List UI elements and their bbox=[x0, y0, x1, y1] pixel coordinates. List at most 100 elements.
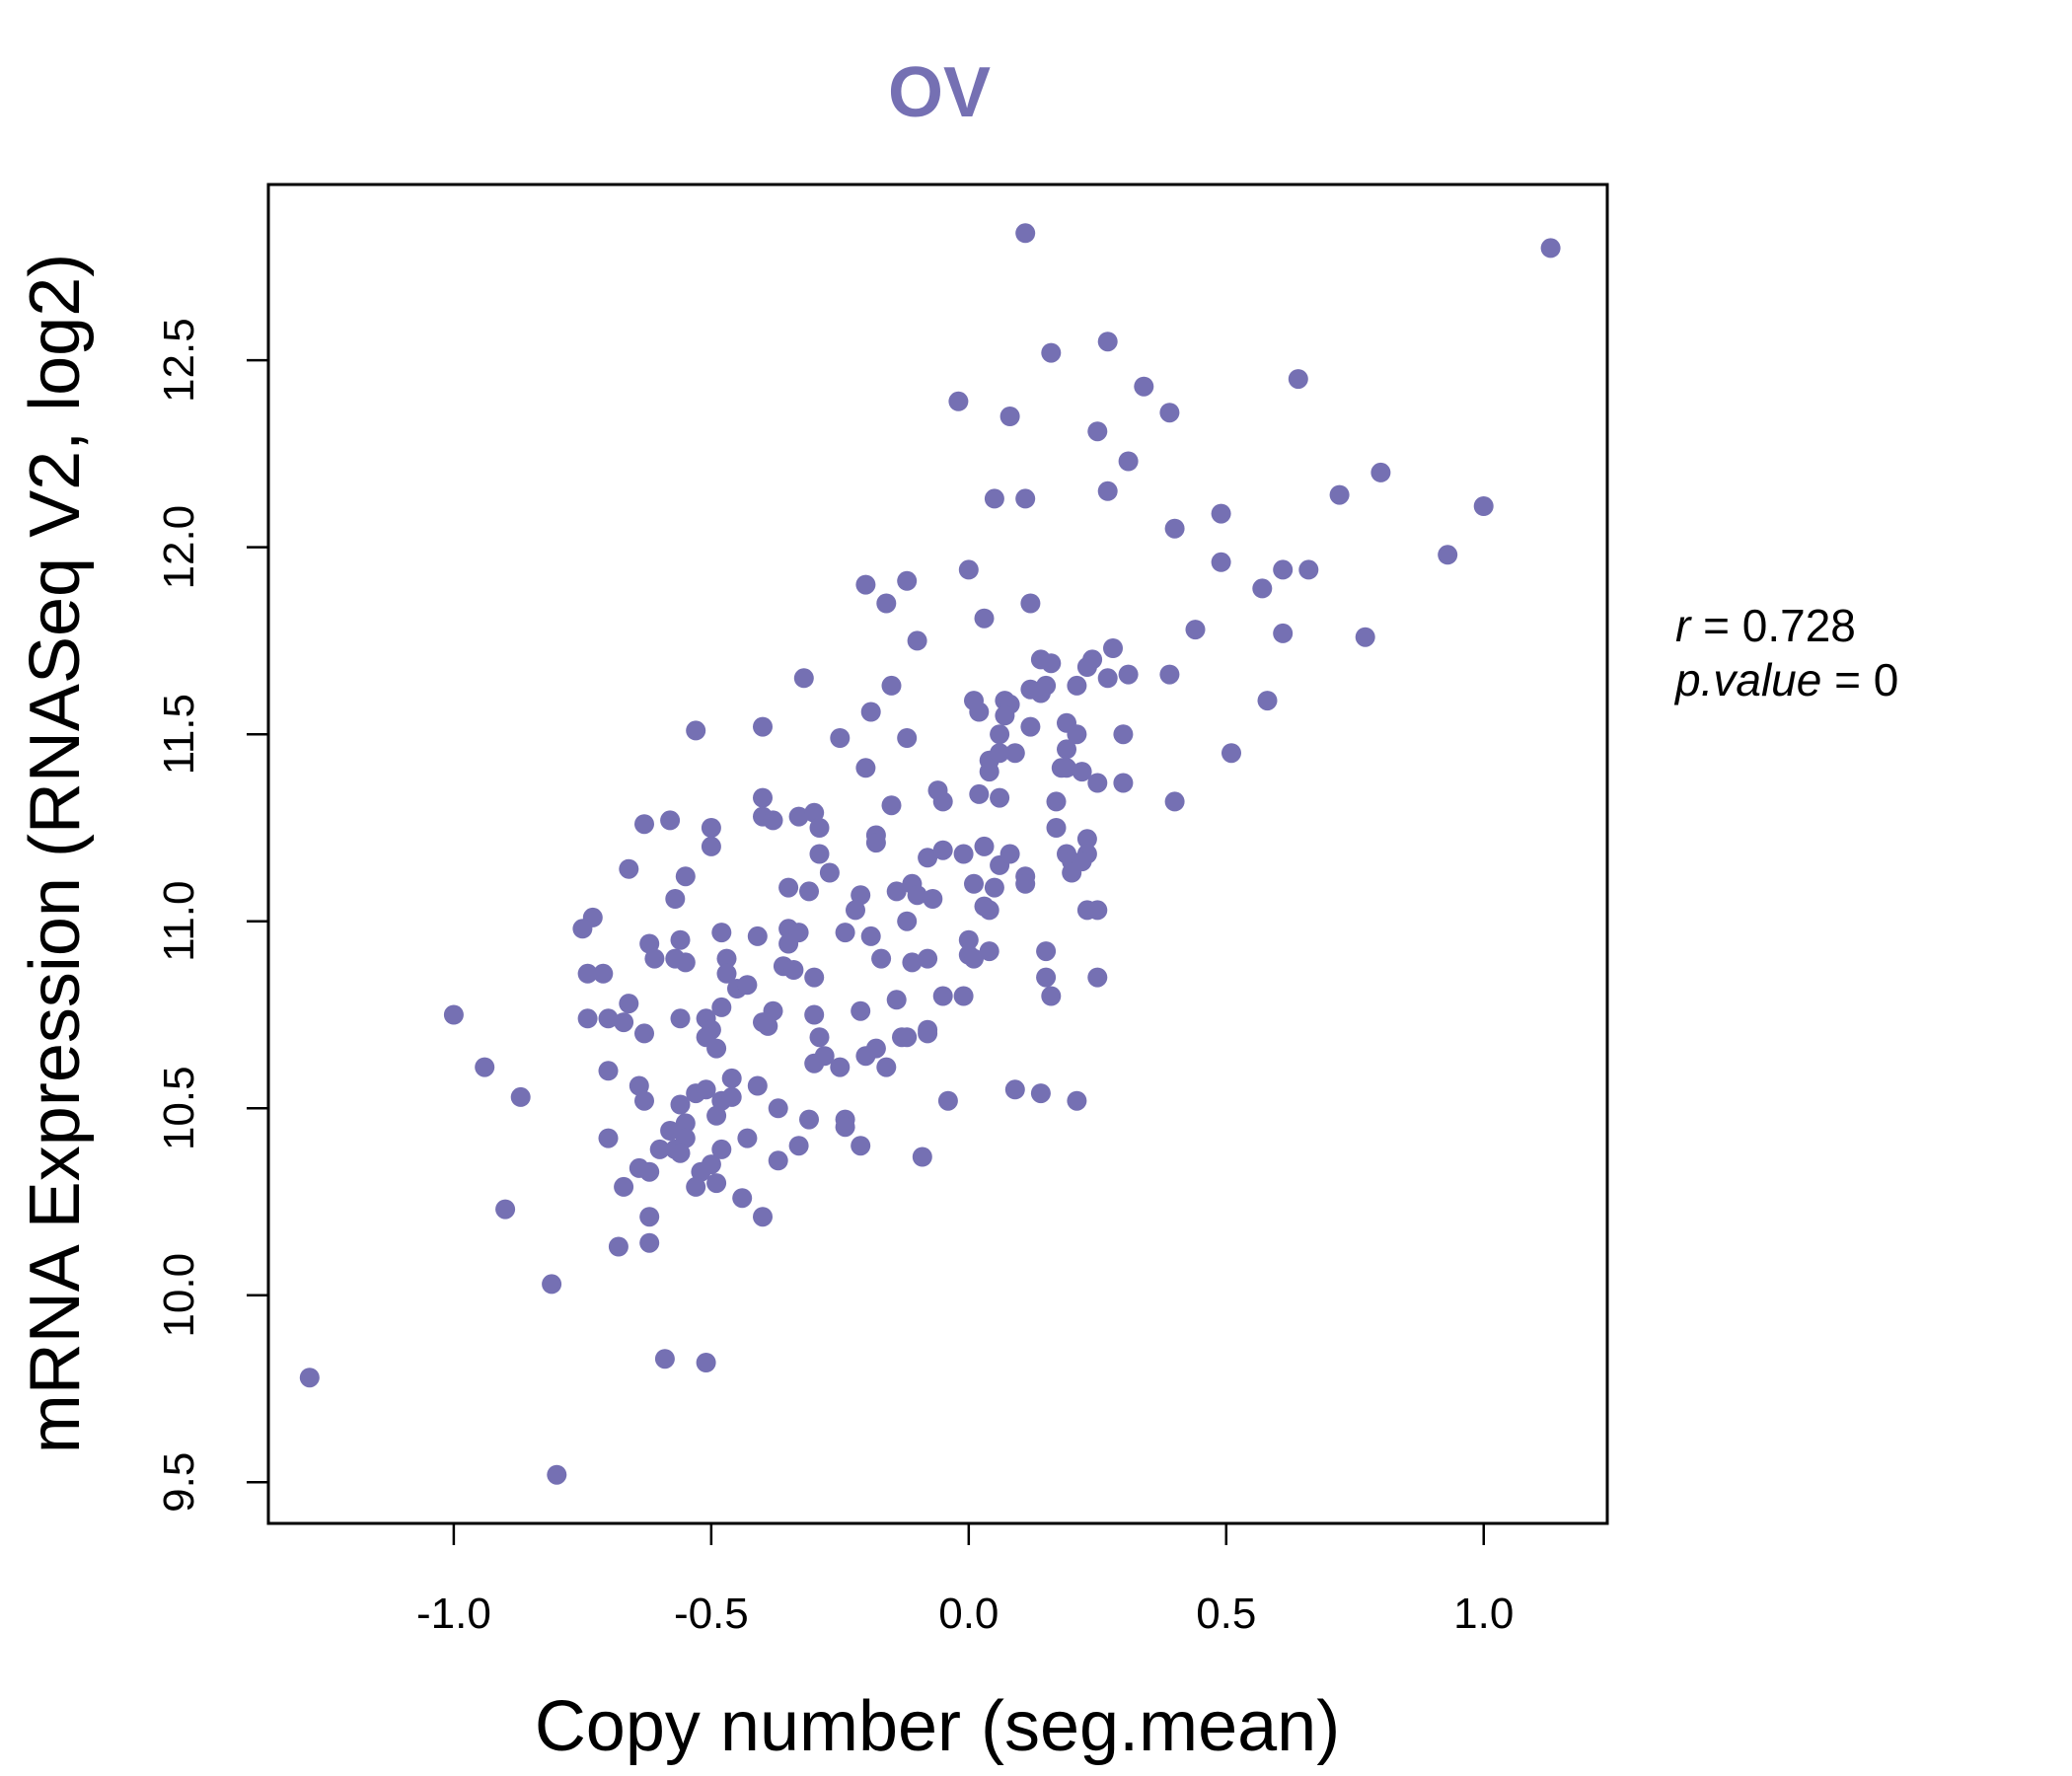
data-point bbox=[1067, 675, 1087, 696]
data-point bbox=[876, 1057, 897, 1077]
data-point bbox=[577, 1008, 598, 1029]
data-point bbox=[1185, 620, 1206, 640]
data-point bbox=[876, 593, 897, 614]
data-point bbox=[670, 929, 691, 950]
y-axis: 9.5 10.0 10.5 11.0 11.5 12.0 12.5 bbox=[155, 318, 268, 1513]
data-point bbox=[1062, 862, 1082, 883]
p-value-stat: p.value = 0 bbox=[1673, 654, 1898, 705]
data-point bbox=[851, 1000, 871, 1021]
data-point bbox=[675, 1113, 696, 1134]
data-point bbox=[1298, 559, 1319, 580]
data-point bbox=[1159, 664, 1180, 685]
data-point bbox=[855, 574, 876, 595]
data-point bbox=[1057, 739, 1076, 760]
y-axis-title: mRNA Expression (RNASeq V2, log2) bbox=[16, 254, 95, 1453]
data-point bbox=[1067, 1090, 1087, 1111]
data-point bbox=[860, 702, 881, 722]
data-point bbox=[809, 1027, 830, 1048]
data-point bbox=[819, 862, 840, 883]
data-point bbox=[1113, 724, 1134, 745]
x-tick-label: 0.0 bbox=[938, 1590, 999, 1638]
data-point bbox=[835, 1117, 855, 1138]
data-point bbox=[598, 1008, 619, 1029]
data-point bbox=[660, 810, 681, 831]
data-point bbox=[1046, 818, 1067, 838]
data-point bbox=[1097, 481, 1118, 501]
data-point bbox=[753, 1012, 773, 1033]
data-point bbox=[737, 975, 758, 996]
data-point bbox=[1103, 638, 1123, 658]
data-point bbox=[897, 911, 918, 931]
data-point bbox=[1041, 986, 1062, 1006]
data-point bbox=[1030, 1083, 1051, 1104]
data-point bbox=[897, 1027, 918, 1048]
data-point bbox=[706, 1038, 727, 1059]
data-point bbox=[644, 948, 665, 969]
data-point bbox=[1273, 623, 1294, 643]
data-point bbox=[1252, 578, 1273, 599]
data-point bbox=[835, 923, 855, 943]
data-point bbox=[721, 1086, 742, 1107]
data-point bbox=[696, 1353, 716, 1372]
data-point bbox=[701, 1154, 721, 1175]
data-point bbox=[696, 1079, 716, 1100]
data-point bbox=[995, 705, 1015, 726]
data-point bbox=[855, 758, 876, 778]
x-axis-title: Copy number (seg.mean) bbox=[535, 1687, 1340, 1766]
data-point bbox=[1004, 1079, 1025, 1100]
data-point bbox=[907, 630, 927, 651]
data-point bbox=[958, 559, 979, 580]
data-point bbox=[763, 810, 783, 831]
data-point bbox=[1041, 653, 1062, 674]
data-point bbox=[1473, 496, 1494, 516]
data-point bbox=[830, 1057, 851, 1077]
data-point bbox=[1164, 518, 1185, 539]
data-point bbox=[932, 986, 953, 1006]
data-point bbox=[1015, 873, 1036, 894]
data-point bbox=[619, 858, 639, 879]
data-point bbox=[1097, 332, 1118, 352]
data-point bbox=[990, 787, 1010, 808]
data-point bbox=[799, 881, 819, 902]
data-point bbox=[1113, 773, 1134, 793]
data-point bbox=[747, 1075, 768, 1096]
data-point bbox=[804, 802, 825, 823]
data-point bbox=[932, 791, 953, 812]
data-point bbox=[639, 1207, 660, 1227]
data-point bbox=[634, 1090, 654, 1111]
data-point bbox=[1036, 675, 1057, 696]
data-point bbox=[1211, 503, 1231, 524]
data-point bbox=[918, 1023, 938, 1044]
data-point bbox=[1118, 451, 1139, 472]
data-point bbox=[629, 1075, 649, 1096]
data-point bbox=[1355, 627, 1375, 647]
data-point bbox=[737, 1128, 758, 1148]
data-point bbox=[1036, 967, 1057, 988]
data-point bbox=[953, 986, 974, 1006]
data-point bbox=[1257, 691, 1278, 711]
data-point bbox=[619, 994, 639, 1014]
data-point bbox=[649, 1139, 670, 1159]
data-point bbox=[990, 724, 1010, 745]
data-point bbox=[851, 1136, 871, 1156]
data-point bbox=[948, 391, 969, 411]
data-point bbox=[1134, 376, 1154, 397]
data-point bbox=[783, 960, 804, 980]
data-point bbox=[716, 963, 737, 984]
data-point bbox=[1159, 403, 1180, 423]
data-point bbox=[881, 675, 902, 696]
data-point bbox=[871, 948, 892, 969]
plot-frame bbox=[266, 183, 1609, 1525]
data-point bbox=[846, 900, 865, 921]
data-point bbox=[1118, 664, 1139, 685]
data-point bbox=[990, 743, 1010, 764]
data-point bbox=[1438, 545, 1458, 565]
data-point bbox=[1288, 369, 1308, 390]
data-point bbox=[778, 877, 799, 898]
data-point bbox=[1036, 941, 1057, 962]
data-point bbox=[974, 836, 995, 856]
data-point bbox=[768, 1098, 788, 1119]
data-point bbox=[716, 948, 737, 969]
data-point bbox=[1072, 762, 1092, 782]
